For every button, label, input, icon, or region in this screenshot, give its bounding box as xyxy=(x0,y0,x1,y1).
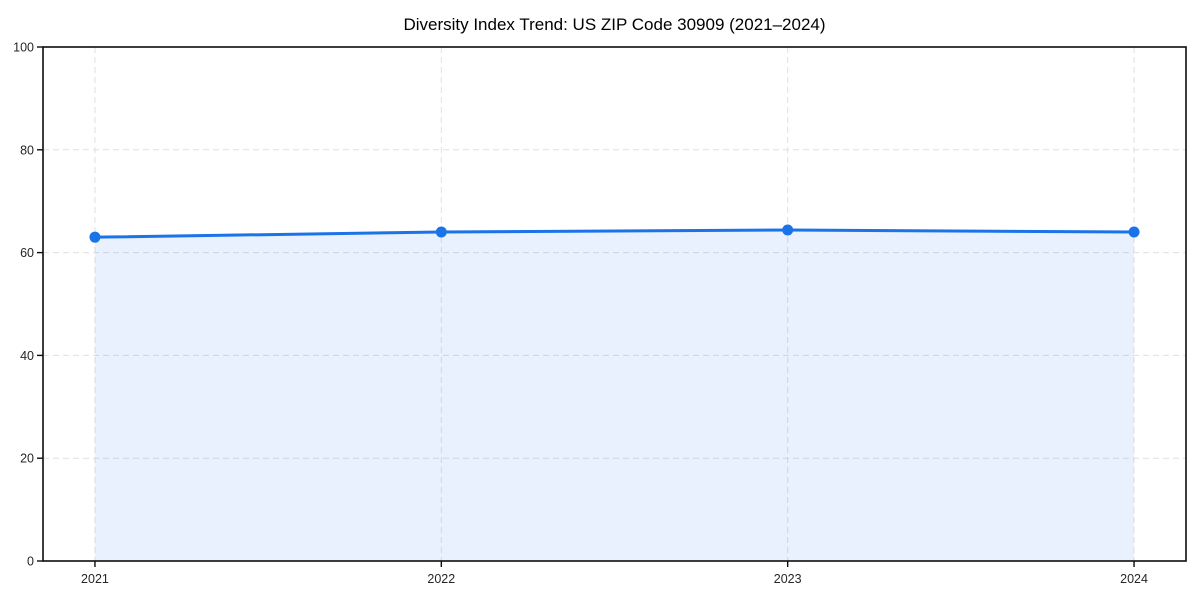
y-tick-label: 100 xyxy=(13,41,34,55)
x-tick-label: 2023 xyxy=(774,572,802,586)
y-tick-label: 60 xyxy=(20,246,34,260)
y-tick-label: 40 xyxy=(20,349,34,363)
trend-line xyxy=(93,228,1136,239)
data-point-layer xyxy=(89,224,1140,243)
data-point-2022 xyxy=(435,226,447,238)
plot-border xyxy=(42,46,1187,562)
x-tick-label: 2024 xyxy=(1120,572,1148,586)
tick-labels-layer: 0 20 40 60 80 100 2021 2022 2023 2024 xyxy=(13,41,1148,587)
data-point-2023 xyxy=(782,224,794,236)
y-tick-label: 20 xyxy=(20,452,34,466)
x-tick-label: 2021 xyxy=(81,572,109,586)
tick-marks-layer xyxy=(37,46,1135,567)
axes-spines-layer xyxy=(42,46,1187,562)
area-fill-layer xyxy=(94,229,1135,561)
data-point-2021 xyxy=(89,231,101,243)
y-tick-label: 80 xyxy=(20,143,34,157)
x-tick-label: 2022 xyxy=(427,572,455,586)
trend-line-layer xyxy=(93,228,1136,239)
area-fill xyxy=(94,229,1135,561)
y-tick-label: 0 xyxy=(27,555,34,569)
data-point-2024 xyxy=(1128,226,1140,238)
chart-title: Diversity Index Trend: US ZIP Code 30909… xyxy=(403,15,825,34)
